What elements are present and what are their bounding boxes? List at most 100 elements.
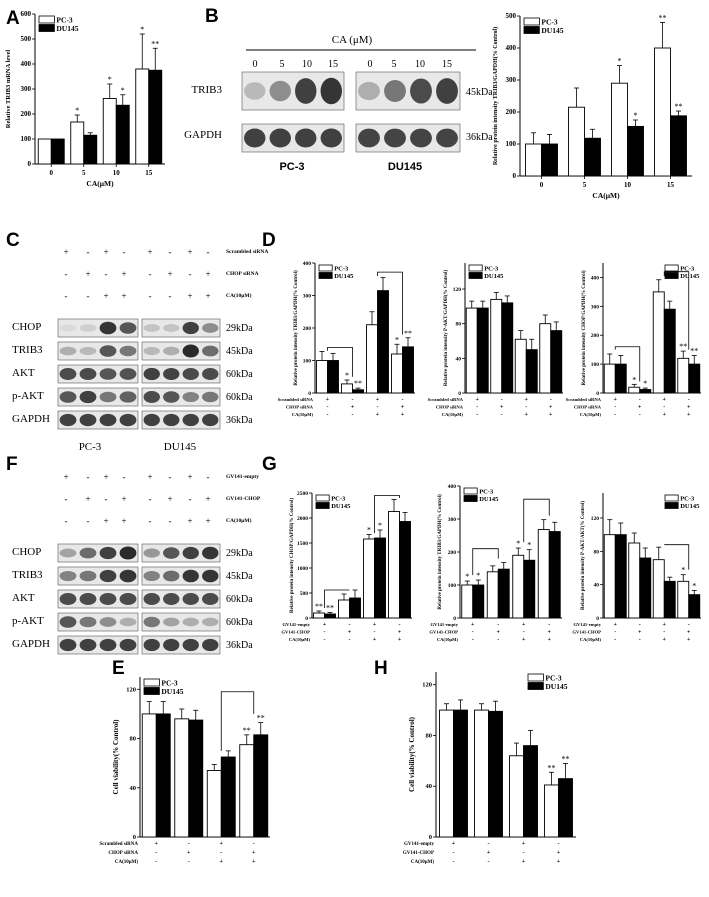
blot-gapdh-du145 <box>355 123 461 153</box>
protein-band <box>143 548 160 558</box>
protein-band <box>79 616 97 628</box>
legend-swatch <box>664 264 679 272</box>
condition-sign: - <box>523 850 525 856</box>
condition-label: CHOP siRNA <box>436 405 464 410</box>
condition-sign: + <box>167 494 172 504</box>
protein-band <box>202 569 219 583</box>
bar-pc3 <box>490 298 503 394</box>
bar-du145 <box>399 521 411 619</box>
bar-du145 <box>584 137 601 177</box>
bar-pc3 <box>539 323 552 394</box>
significance-label: * <box>465 572 469 581</box>
significance-label: * <box>681 566 685 575</box>
condition-sign: + <box>549 412 553 418</box>
condition-label: GV141-CHOP <box>572 630 601 635</box>
protein-band <box>143 593 160 605</box>
protein-band <box>79 413 97 427</box>
condition-sign: + <box>497 630 501 636</box>
bar-pc3 <box>514 338 527 394</box>
band-label: TRIB3 <box>191 84 222 96</box>
condition-sign: + <box>373 622 377 628</box>
significance-label: * <box>618 57 622 66</box>
protein-band <box>182 391 199 403</box>
bar-pc3 <box>611 82 628 177</box>
significance-label: * <box>632 375 636 384</box>
y-tick-label: 200 <box>21 110 32 118</box>
y-tick-label: 80 <box>456 322 462 328</box>
cell-line-label: DU145 <box>164 441 197 453</box>
dose-label: 10 <box>302 59 312 70</box>
condition-sign: + <box>167 269 172 279</box>
legend-label: PC-3 <box>331 496 346 503</box>
condition-label: GV141-CHOP <box>429 630 458 635</box>
blot-background <box>141 566 221 586</box>
condition-sign: + <box>663 412 667 418</box>
bar-pc3 <box>544 784 559 838</box>
condition-sign: - <box>352 397 354 403</box>
condition-sign: - <box>663 405 665 411</box>
significance-label: * <box>395 335 399 344</box>
protein-band <box>182 321 199 335</box>
condition-sign: + <box>187 472 192 482</box>
comparison-bracket <box>377 271 403 335</box>
condition-label: CHOP siRNA <box>286 405 314 410</box>
protein-band <box>163 547 180 559</box>
condition-sign: + <box>614 622 618 628</box>
legend-swatch <box>315 494 330 502</box>
condition-sign: - <box>402 397 404 403</box>
comparison-bracket <box>324 589 350 608</box>
protein-band <box>143 367 160 381</box>
y-tick-label: 100 <box>303 359 312 365</box>
blot-background <box>57 589 139 609</box>
bar-pc3 <box>603 363 616 394</box>
comparison-bracket <box>472 548 499 576</box>
bar-pc3 <box>313 612 325 619</box>
protein-band <box>182 569 199 583</box>
y-tick-label: 120 <box>453 287 462 293</box>
bar-pc3 <box>537 529 550 619</box>
condition-label: GV141-empty <box>282 622 310 627</box>
blot-right <box>141 387 221 407</box>
protein-band <box>59 346 77 356</box>
bar-du145 <box>453 709 468 838</box>
condition-sign: + <box>63 247 68 257</box>
blot-left <box>57 364 139 384</box>
bar-pc3 <box>70 121 85 165</box>
y-tick-label: 2000 <box>297 516 308 522</box>
significance-label: * <box>516 539 520 548</box>
protein-band <box>244 128 266 148</box>
condition-label: CHOP siRNA <box>574 405 602 410</box>
protein-band <box>59 616 77 628</box>
y-tick-label: 1000 <box>297 566 308 572</box>
protein-band <box>119 546 137 560</box>
protein-band <box>358 128 380 148</box>
y-tick-label: 0 <box>429 834 432 841</box>
comparison-bracket <box>523 498 550 543</box>
condition-sign: - <box>472 637 474 643</box>
significance-label: * <box>75 106 79 115</box>
blot-background <box>141 635 221 655</box>
y-tick-label: 0 <box>305 616 308 622</box>
blot-left <box>57 589 139 609</box>
condition-sign: - <box>65 269 68 279</box>
legend-label: DU145 <box>541 26 563 35</box>
condition-sign: + <box>187 516 192 526</box>
protein-band <box>99 413 117 427</box>
chart-G2: 0 100 200 300 400 Relative protein intensity … <box>429 484 562 643</box>
condition-sign: - <box>349 637 351 643</box>
bar-du145 <box>688 594 701 619</box>
protein-band <box>119 322 137 334</box>
legend-swatch <box>318 264 333 272</box>
y-tick-label: 300 <box>591 304 600 310</box>
x-tick-label: 0 <box>540 181 544 189</box>
bar-pc3 <box>206 770 222 838</box>
condition-label: CA(10μM) <box>292 412 314 417</box>
bar-pc3 <box>628 542 641 619</box>
bar-du145 <box>663 580 676 619</box>
protein-band <box>182 593 199 605</box>
significance-label: * <box>643 379 647 388</box>
condition-sign: - <box>105 494 108 504</box>
protein-band <box>182 344 199 358</box>
bar-du145 <box>541 143 558 177</box>
condition-sign: + <box>557 850 561 856</box>
